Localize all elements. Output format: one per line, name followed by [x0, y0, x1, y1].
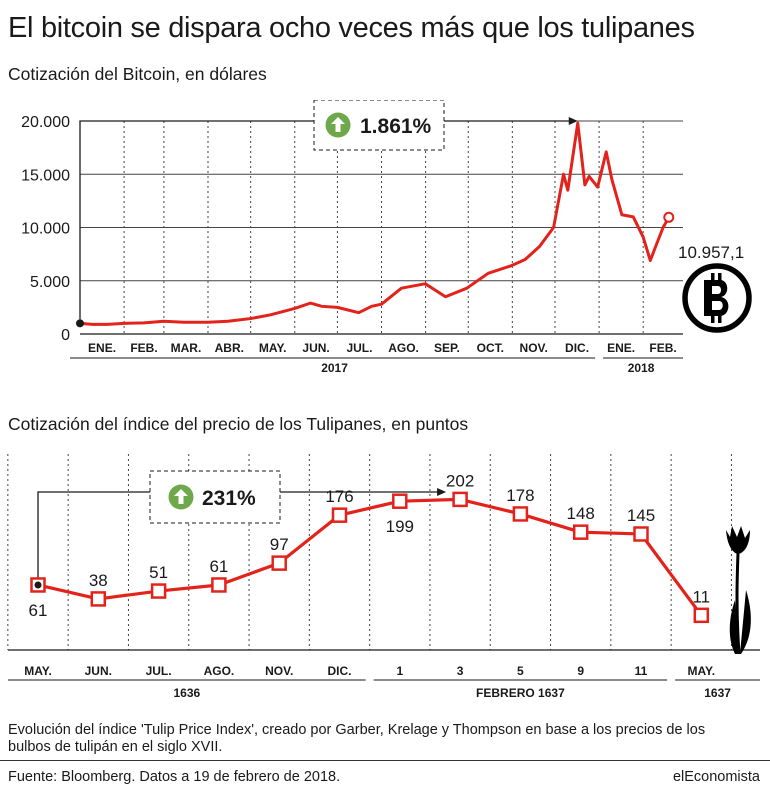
x-tick-label: AGO.	[388, 341, 419, 355]
data-value-label: 178	[506, 486, 534, 505]
x-tick-label: MAY.	[688, 664, 716, 678]
end-value-label: 10.957,1	[678, 243, 744, 262]
data-value-label: 51	[149, 563, 168, 582]
data-point-marker	[392, 493, 408, 509]
x-tick-label: 5	[517, 664, 524, 678]
data-value-label: 61	[209, 557, 228, 576]
bitcoin-glyph-stroke	[718, 273, 722, 281]
tulip-leaf	[729, 600, 738, 654]
data-point-marker	[452, 491, 468, 508]
data-point-marker	[572, 524, 589, 540]
caption-text: Evolución del índice 'Tulip Price Index'…	[8, 722, 706, 755]
bitcoin-glyph-stroke	[718, 315, 722, 323]
y-tick-label: 10.000	[21, 221, 70, 238]
data-value-label: 199	[386, 517, 414, 536]
change-percent-label: 1.861%	[360, 115, 432, 138]
data-point-marker	[512, 506, 529, 522]
data-point-marker	[271, 555, 287, 571]
data-value-label: 61	[29, 601, 48, 620]
bitcoin-chart-subtitle: Cotización del Bitcoin, en dólares	[8, 64, 267, 84]
x-tick-label: SEP.	[434, 341, 460, 355]
data-point-marker	[633, 526, 649, 542]
x-tick-label: AGO.	[204, 664, 235, 678]
tulip-stem	[735, 552, 741, 655]
x-tick-label: 9	[577, 664, 584, 678]
year-label: 2017	[321, 361, 348, 375]
bitcoin-chart: 20.000 15.000 10.000 5.000 0 ENE. FEB. MAR. ABR.…	[21, 100, 752, 375]
tulip-icon	[726, 526, 751, 655]
data-point-marker	[90, 591, 107, 607]
tulip-chart: MAY. JUN. JUL. AGO. NOV. DIC. 1 3 5 9 11 MAY. 1636 FE…	[7, 454, 760, 700]
x-tick-label: MAY.	[259, 341, 287, 355]
chart-title: El bitcoin se dispara ocho veces más que…	[8, 12, 695, 44]
data-point-marker	[211, 577, 227, 593]
tulip-index-line	[37, 497, 703, 617]
x-tick-label: ENE.	[88, 341, 116, 355]
x-tick-label: JUL.	[146, 664, 172, 678]
group-label: FEBRERO 1637	[476, 686, 565, 700]
x-tick-label: OCT.	[477, 341, 504, 355]
up-arrow-glyph	[331, 117, 345, 132]
group-label: 1636	[173, 686, 200, 700]
data-value-label: 145	[627, 506, 655, 525]
x-tick-label: MAY.	[24, 664, 52, 678]
x-tick-label: NOV.	[520, 341, 548, 355]
x-tick-label: MAR.	[171, 341, 202, 355]
x-tick-label: ABR.	[215, 341, 244, 355]
data-value-label: 148	[567, 504, 595, 523]
x-tick-label: FEB.	[649, 341, 676, 355]
bitcoin-glyph	[704, 280, 729, 316]
x-tick-label: ENE.	[607, 341, 635, 355]
change-arrowhead	[437, 488, 447, 496]
year-label: 2018	[628, 361, 655, 375]
x-tick-label: 3	[457, 664, 464, 678]
x-tick-label: NOV.	[265, 664, 293, 678]
y-tick-label: 5.000	[30, 274, 70, 291]
start-point-marker	[76, 319, 84, 328]
data-value-label: 11	[692, 587, 710, 606]
x-tick-label: JUN.	[302, 341, 329, 355]
bottom-divider	[0, 760, 770, 761]
data-value-label: 202	[446, 471, 474, 490]
group-label: 1637	[704, 686, 731, 700]
data-point-marker	[150, 583, 167, 599]
end-point-marker	[663, 211, 675, 223]
x-tick-label: FEB.	[130, 341, 157, 355]
x-tick-label: DIC.	[565, 341, 589, 355]
y-tick-label: 20.000	[21, 114, 70, 131]
y-tick-label: 0	[61, 327, 70, 344]
data-point-marker	[693, 607, 710, 624]
brand-label: elEconomista	[672, 769, 760, 785]
y-tick-label: 15.000	[21, 167, 70, 184]
tulip-chart-subtitle: Cotización del índice del precio de los …	[8, 414, 469, 434]
bitcoin-glyph-stroke	[711, 315, 715, 323]
data-value-label: 38	[89, 571, 108, 590]
x-tick-label: DIC.	[328, 664, 352, 678]
source-note: Fuente: Bloomberg. Datos a 19 de febrero…	[8, 769, 341, 785]
data-value-label: 97	[270, 535, 289, 554]
start-point-dot	[34, 581, 42, 589]
change-arrowhead	[568, 117, 578, 125]
change-callout-box	[313, 100, 445, 151]
tulip-leaf	[740, 590, 751, 654]
bitcoin-glyph-stroke	[711, 273, 715, 281]
change-percent-label: 231%	[202, 487, 256, 510]
x-tick-label: JUN.	[85, 664, 112, 678]
up-arrow-glyph	[174, 489, 188, 504]
x-tick-label: JUL.	[346, 341, 372, 355]
data-value-label: 176	[325, 487, 353, 506]
x-tick-label: 1	[396, 664, 403, 678]
tulip-flower	[726, 526, 750, 554]
change-arrow-line	[79, 120, 570, 320]
change-arrow-line	[37, 491, 439, 579]
x-tick-label: 11	[635, 664, 648, 678]
data-point-marker	[331, 507, 348, 523]
bitcoin-price-line	[79, 121, 671, 326]
